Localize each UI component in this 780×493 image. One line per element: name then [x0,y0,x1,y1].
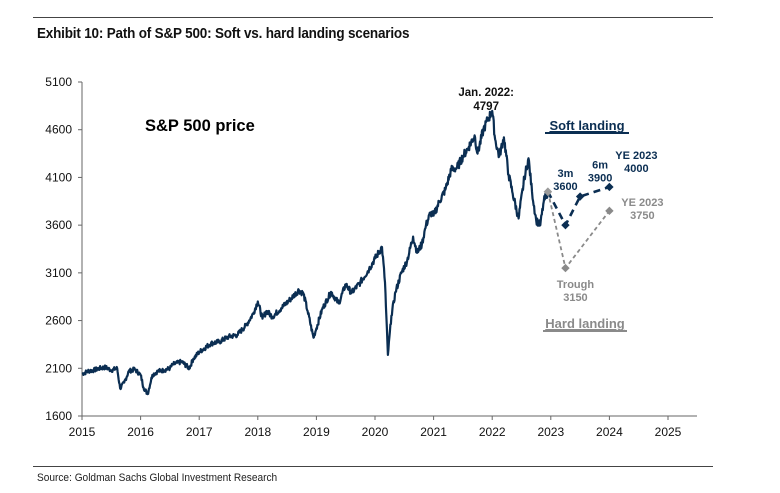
top-rule [33,17,713,18]
x-tick-label: 2022 [479,425,506,439]
y-tick-label: 2600 [45,314,72,328]
source-note: Source: Goldman Sachs Global Investment … [37,472,278,484]
hard-landing-scenario-line [547,191,611,271]
x-tick-label: 2021 [420,425,447,439]
y-tick-label: 4600 [45,123,72,137]
soft-landing-marker [561,220,570,230]
label-line: 3750 [630,210,654,222]
x-tick-label: 2023 [537,425,564,439]
label-line: YE 2023 [615,150,657,162]
chart-series [81,109,614,396]
label-line: 3600 [553,181,577,193]
y-tick-label: 4100 [45,170,72,184]
x-tick-label: 2019 [303,425,330,439]
hard-landing-label: Hard landing [545,316,625,331]
y-tick-label: 1600 [45,409,72,423]
label-line: Trough [557,279,595,291]
y-tick-label: 3600 [45,218,72,232]
exhibit-title: Exhibit 10: Path of S&P 500: Soft vs. ha… [37,26,410,42]
soft-landing-marker [575,192,585,201]
soft-landing-value-label: 3m 3600 [553,168,577,193]
label-line: YE 2023 [621,197,663,209]
x-tick-label: 2024 [596,425,623,439]
bottom-rule [33,466,713,467]
hard-landing-marker [605,206,614,216]
peak-annotation-line: 4797 [473,101,499,113]
peak-annotation: Jan. 2022: 4797 [458,87,514,113]
soft-landing-value-label: 6m 3900 [588,160,612,185]
x-tick-label: 2018 [244,425,271,439]
hard-landing-marker [561,263,570,273]
x-tick-label: 2020 [362,425,389,439]
y-tick-label: 2100 [45,361,72,375]
x-tick-label: 2015 [69,425,96,439]
x-tick-label: 2017 [186,425,213,439]
soft-landing-marker [605,182,614,192]
hard-landing-marker [543,187,553,196]
x-tick-label: 2025 [655,425,682,439]
sp500-history-line [81,109,549,396]
y-tick-label: 3100 [45,266,72,280]
label-line: 6m [592,160,608,172]
soft-landing-label: Soft landing [549,118,624,133]
soft-landing-scenario-line [546,185,610,228]
chart-axes: 1600 2100 2600 3100 3600 4100 4600 5100 2015 2016… [45,75,697,439]
label-line: 3150 [563,292,587,304]
soft-landing-value-label: YE 2023 4000 [615,150,657,175]
hard-landing-value-label: Trough 3150 [557,279,595,304]
label-line: 4000 [624,163,648,175]
hard-landing-value-label: YE 2023 3750 [621,197,663,222]
y-tick-label: 5100 [45,75,72,89]
label-line: 3900 [588,173,612,185]
x-tick-label: 2016 [127,425,154,439]
peak-annotation-line: Jan. 2022: [458,87,514,99]
label-line: 3m [557,168,573,180]
chart-title: S&P 500 price [145,117,255,135]
